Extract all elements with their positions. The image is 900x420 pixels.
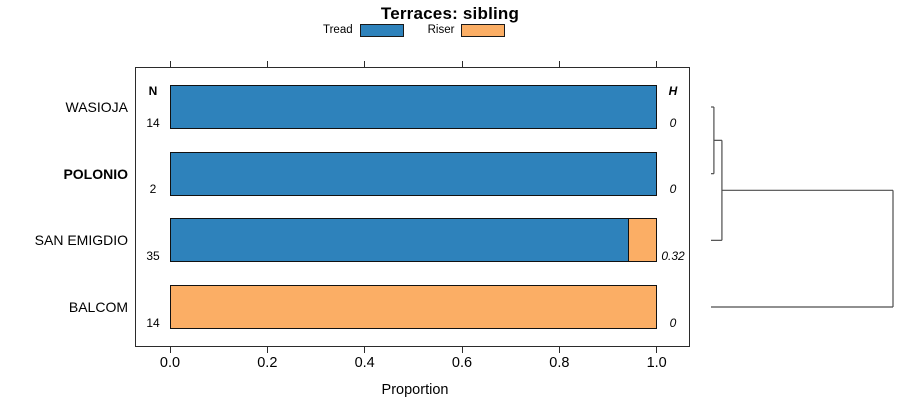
x-tick-top <box>364 61 366 67</box>
legend-swatch-riser <box>461 23 506 37</box>
x-tick-top <box>461 61 463 67</box>
bar-segment-riser <box>171 286 656 328</box>
x-tick-label: 0.0 <box>159 355 181 371</box>
n-value: 14 <box>146 315 160 330</box>
x-tick-top <box>558 61 560 67</box>
x-tick-bottom <box>461 347 463 353</box>
category-label: BALCOM <box>68 299 128 315</box>
bar-row <box>170 285 657 329</box>
n-value: 35 <box>146 248 160 263</box>
x-tick-bottom <box>169 347 171 353</box>
h-value: 0 <box>669 315 677 330</box>
x-tick-label: 0.4 <box>354 355 375 371</box>
bar-segment-tread <box>171 219 629 262</box>
h-value: 0.32 <box>661 248 685 263</box>
bar-row <box>170 151 657 196</box>
h-value: 0 <box>669 182 677 197</box>
bar-row <box>170 218 657 263</box>
category-label: SAN EMIGDIO <box>34 232 128 249</box>
x-tick-bottom <box>364 347 366 353</box>
bar-segment-riser <box>628 219 656 262</box>
x-tick-top <box>169 61 171 67</box>
h-column-header: H <box>668 84 678 98</box>
h-value: 0 <box>669 115 677 130</box>
x-axis-label: Proportion <box>381 382 449 398</box>
bar-segment-tread <box>171 152 656 195</box>
category-label: WASIOJA <box>65 99 129 115</box>
legend-label-riser: Riser <box>427 24 455 36</box>
dendrogram <box>711 106 894 308</box>
x-tick-bottom <box>266 347 268 353</box>
x-tick-top <box>656 61 658 67</box>
legend-label-tread: Tread <box>323 24 353 36</box>
chart-title: Terraces: sibling <box>380 4 520 23</box>
n-column-header: N <box>148 84 158 98</box>
x-tick-label: 0.6 <box>451 355 473 371</box>
category-label: POLONIO <box>63 165 128 182</box>
x-tick-bottom <box>656 347 658 353</box>
n-value: 2 <box>149 182 157 197</box>
x-tick-label: 1.0 <box>646 355 667 371</box>
legend-swatch-tread <box>359 23 404 37</box>
n-value: 14 <box>146 115 160 130</box>
bar-row <box>170 85 657 129</box>
x-tick-top <box>266 61 268 67</box>
legend: Tread Riser <box>323 23 506 37</box>
x-tick-label: 0.8 <box>549 355 570 371</box>
bar-segment-tread <box>171 86 656 128</box>
x-tick-label: 0.2 <box>257 355 278 371</box>
x-tick-bottom <box>558 347 560 353</box>
